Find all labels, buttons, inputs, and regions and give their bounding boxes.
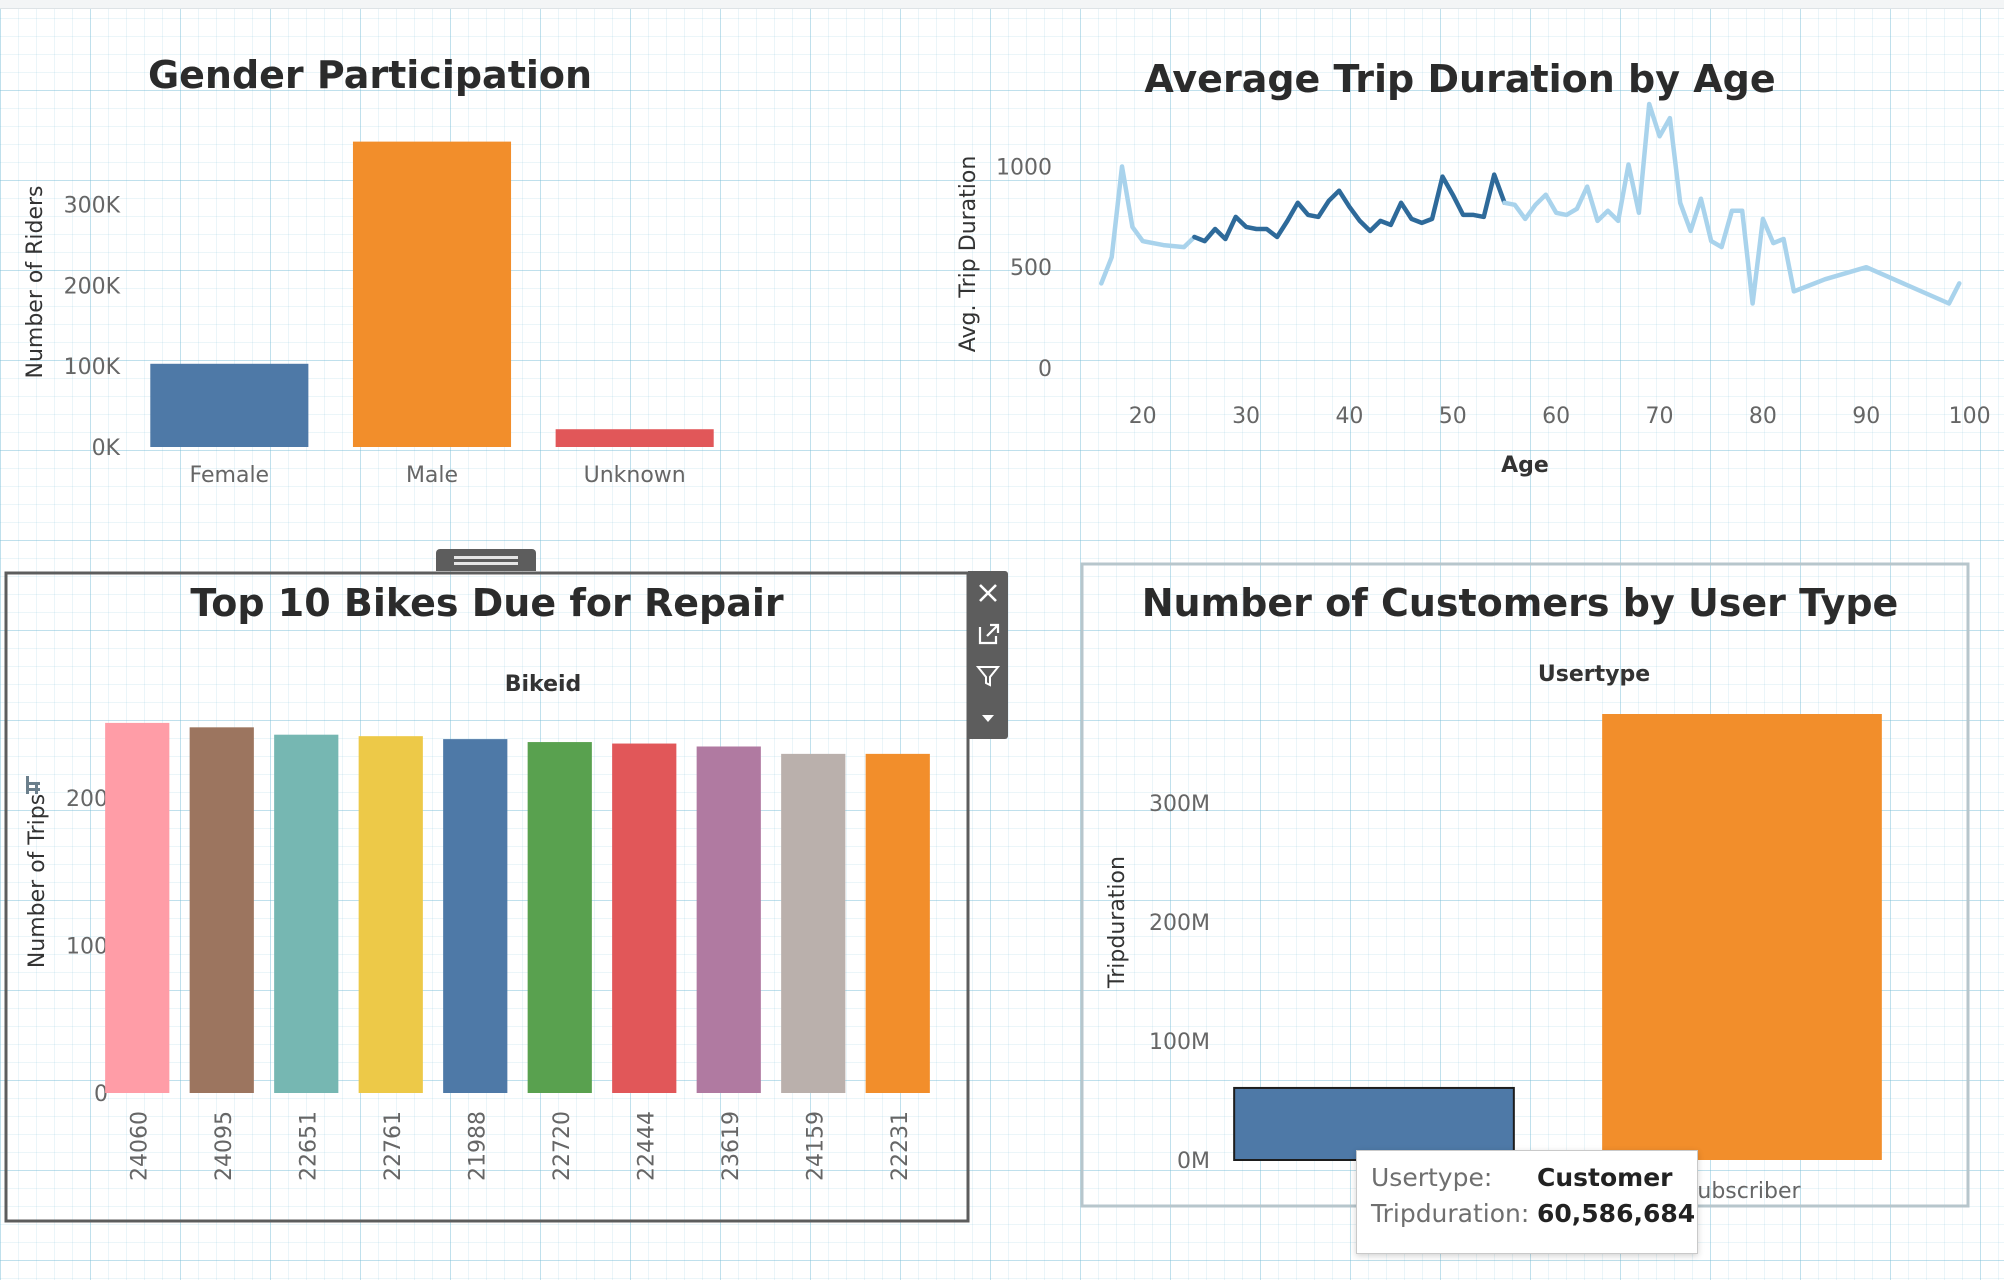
chart-title: Top 10 Bikes Due for Repair [190, 581, 783, 625]
chart-title: Number of Customers by User Type [1142, 581, 1899, 625]
filter-icon[interactable] [972, 657, 1004, 693]
y-axis-label: Tripduration [1105, 856, 1130, 989]
y-tick-label: 0 [94, 1082, 108, 1107]
bar-24159 [781, 753, 846, 1093]
worksheet-gender-participation[interactable]: Gender Participation Number of Riders 0K… [0, 30, 760, 500]
x-axis-label: Age [1501, 453, 1549, 478]
bar-subscriber [1602, 714, 1882, 1160]
x-tick-label: Unknown [584, 463, 686, 488]
x-tick-label: 21988 [465, 1111, 490, 1181]
y-tick-label: 0M [1177, 1149, 1210, 1174]
chevron-down-icon[interactable] [972, 699, 1004, 735]
x-tick-label: 40 [1335, 404, 1363, 429]
y-axis: 0 100 200 [66, 787, 108, 1107]
y-tick-label: 500 [1010, 256, 1052, 281]
bar-female [150, 363, 309, 447]
x-tick-label: 24159 [803, 1111, 828, 1181]
worksheet-average-trip-duration[interactable]: Average Trip Duration by Age Avg. Trip D… [940, 30, 2000, 500]
bar-23619 [696, 746, 761, 1093]
bar-24060 [105, 722, 170, 1093]
x-tick-label: Male [406, 463, 458, 488]
x-tick-label: 50 [1439, 404, 1467, 429]
y-axis: 0 500 1000 [996, 155, 1052, 382]
x-tick-label: 22651 [296, 1111, 321, 1181]
bar-22651 [274, 734, 339, 1093]
x-axis: Female Male Unknown [190, 463, 686, 488]
bar-male [352, 141, 512, 447]
line-segment [1502, 101, 1962, 306]
y-tick-label: 1000 [996, 155, 1052, 180]
line-series [1099, 101, 1962, 306]
y-tick-label: 200M [1149, 911, 1210, 936]
x-axis: 24060 24095 22651 22761 21988 22720 22444 23619… [127, 1111, 913, 1181]
y-tick-label: 0 [1038, 357, 1052, 382]
x-tick-label: 22720 [550, 1111, 575, 1181]
worksheet-customers-by-user-type[interactable]: Number of Customers by User Type Usertyp… [1080, 562, 1970, 1212]
y-tick-label: 100M [1149, 1030, 1210, 1055]
y-tick-label: 100K [64, 355, 121, 380]
tooltip-value-tripduration: 60,586,684 [1537, 1199, 1696, 1228]
x-tick-label: 90 [1852, 404, 1880, 429]
tooltip-key-tripduration: Tripduration: [1371, 1199, 1530, 1228]
chart-title: Average Trip Duration by Age [1144, 57, 1775, 101]
bars [1233, 714, 1882, 1162]
sort-icon[interactable] [26, 776, 40, 794]
external-link-icon[interactable] [972, 615, 1004, 651]
worksheet-top-10-bikes[interactable]: Top 10 Bikes Due for Repair Bikeid Numbe… [4, 571, 970, 1223]
y-tick-label: 200 [66, 787, 108, 812]
x-axis: 20 30 40 50 60 70 80 90 100 [1129, 404, 1991, 429]
top-strip [0, 0, 2004, 9]
y-axis: 0K 100K 200K 300K [64, 194, 121, 461]
x-tick-label: 20 [1129, 404, 1157, 429]
tooltip-value-usertype: Customer [1537, 1163, 1673, 1192]
y-tick-label: 200K [64, 274, 121, 299]
y-axis-label: Avg. Trip Duration [956, 156, 981, 353]
chart-title: Gender Participation [148, 53, 592, 97]
close-icon[interactable] [972, 575, 1004, 611]
x-tick-label: 22444 [634, 1111, 659, 1181]
x-tick-label: 80 [1749, 404, 1777, 429]
bar-22761 [358, 736, 423, 1093]
x-axis-header: Bikeid [505, 672, 582, 697]
x-tick-label: 22231 [888, 1111, 913, 1181]
x-tick-label: 30 [1232, 404, 1260, 429]
y-tick-label: 300K [64, 194, 121, 219]
y-axis: 0M 100M 200M 300M [1149, 792, 1210, 1174]
x-tick-label: 22761 [381, 1111, 406, 1181]
x-tick-label: 24095 [212, 1111, 237, 1181]
drag-handle[interactable] [436, 549, 536, 571]
tooltip-key-usertype: Usertype: [1371, 1163, 1493, 1192]
x-axis: Subscriber [1683, 1179, 1801, 1204]
bar-22444 [612, 743, 677, 1093]
x-tick-label: Female [190, 463, 270, 488]
bar-22231 [865, 753, 930, 1093]
y-tick-label: 0K [92, 436, 121, 461]
x-tick-label: 23619 [719, 1111, 744, 1181]
y-axis-label: Number of Riders [23, 186, 48, 379]
x-tick-label: 24060 [127, 1111, 152, 1181]
bar-21988 [443, 739, 508, 1093]
y-tick-label: 100 [66, 935, 108, 960]
bar-customer [1233, 1086, 1515, 1162]
x-tick-label: Subscriber [1683, 1179, 1801, 1204]
bars [105, 722, 930, 1093]
tooltip: Usertype: Customer Tripduration: 60,586,… [1356, 1150, 1698, 1254]
selection-border [4, 571, 970, 1223]
x-tick-label: 70 [1646, 404, 1674, 429]
x-tick-label: 100 [1949, 404, 1991, 429]
line-segment [1192, 172, 1507, 244]
x-tick-label: 60 [1542, 404, 1570, 429]
bar-24095 [189, 727, 254, 1093]
bar-unknown [555, 429, 714, 447]
worksheet-toolbar [968, 571, 1008, 739]
bars [150, 141, 714, 447]
line-segment [1099, 164, 1197, 286]
y-axis-label: Number of Trips [25, 794, 50, 968]
bar-22720 [527, 742, 592, 1093]
x-axis-header: Usertype [1538, 662, 1650, 687]
y-tick-label: 300M [1149, 792, 1210, 817]
